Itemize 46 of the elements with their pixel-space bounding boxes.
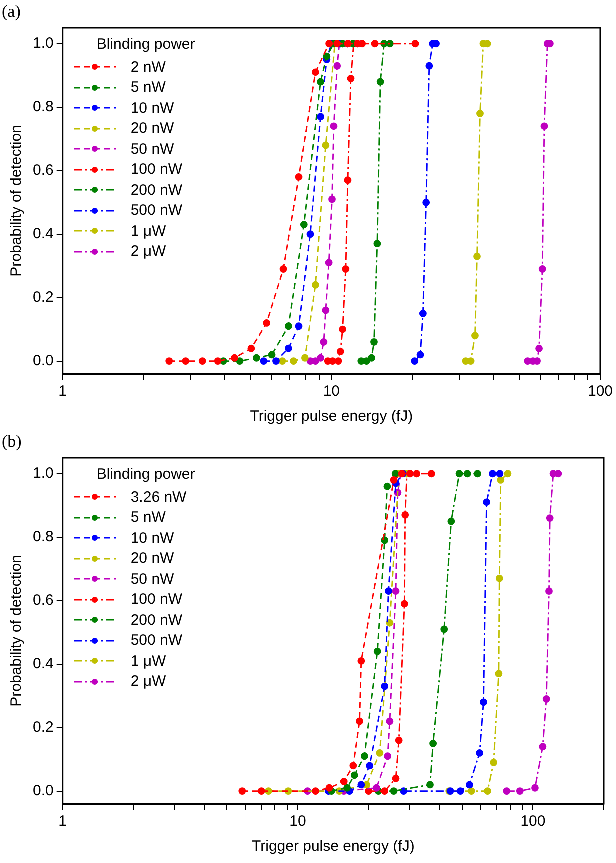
legend-label: 100 nW [130, 591, 183, 608]
legend-label: 3.26 nW [130, 488, 187, 506]
y-tick-label: 1.0 [32, 35, 54, 52]
legend-label: 20 nW [130, 120, 174, 138]
y-axis-title: Probability of detection [8, 125, 26, 277]
legend-label: 50 nW [130, 140, 174, 158]
legend-label: 2 nW [130, 58, 166, 76]
legend-label: 50 nW [130, 570, 174, 588]
y-tick-label: 0.6 [32, 162, 54, 179]
y-tick-label: 0.8 [32, 528, 54, 546]
x-axis-title: Trigger pulse energy (fJ) [252, 838, 415, 856]
y-tick-label: 1.0 [32, 465, 54, 482]
legend-label: 500 nW [130, 632, 183, 650]
y-tick-label: 0.8 [32, 98, 54, 116]
y-tick-label: 0.4 [32, 655, 54, 672]
legend-label: 200 nW [130, 182, 183, 199]
legend-label: 2 μW [130, 243, 166, 260]
x-tick-label: 1 [58, 813, 68, 830]
legend-label: 200 nW [130, 612, 183, 629]
chart-title: (b) [2, 432, 22, 452]
x-tick-label: 10 [290, 813, 306, 830]
legend-label: 2 μW [130, 673, 166, 690]
legend-label: 10 nW [130, 100, 174, 117]
x-tick-label: 10 [323, 383, 340, 400]
y-axis-title: Probability of detection [8, 555, 26, 707]
y-tick-label: 0.0 [32, 352, 54, 370]
chart-title: (a) [2, 2, 21, 22]
legend-label: 1 μW [130, 652, 166, 670]
x-tick-label: 100 [588, 383, 613, 400]
legend-label: 20 nW [130, 550, 174, 568]
legend-label: 5 nW [130, 79, 166, 96]
legend-title: Blinding power [96, 466, 196, 483]
y-tick-label: 0.2 [32, 718, 54, 736]
legend-label: 100 nW [130, 161, 183, 178]
x-axis-title: Trigger pulse energy (fJ) [250, 408, 414, 426]
y-tick-label: 0.6 [32, 592, 54, 609]
x-tick-label: 100 [520, 813, 546, 830]
legend-title: Blinding power [96, 36, 196, 53]
y-tick-label: 0.4 [32, 225, 54, 242]
y-tick-label: 0.0 [32, 782, 54, 800]
y-tick-label: 0.2 [32, 288, 54, 306]
legend-label: 10 nW [130, 530, 174, 547]
legend-label: 500 nW [130, 202, 183, 220]
x-tick-label: 1 [58, 383, 68, 400]
legend-label: 5 nW [130, 509, 166, 526]
legend-label: 1 μW [130, 222, 166, 240]
